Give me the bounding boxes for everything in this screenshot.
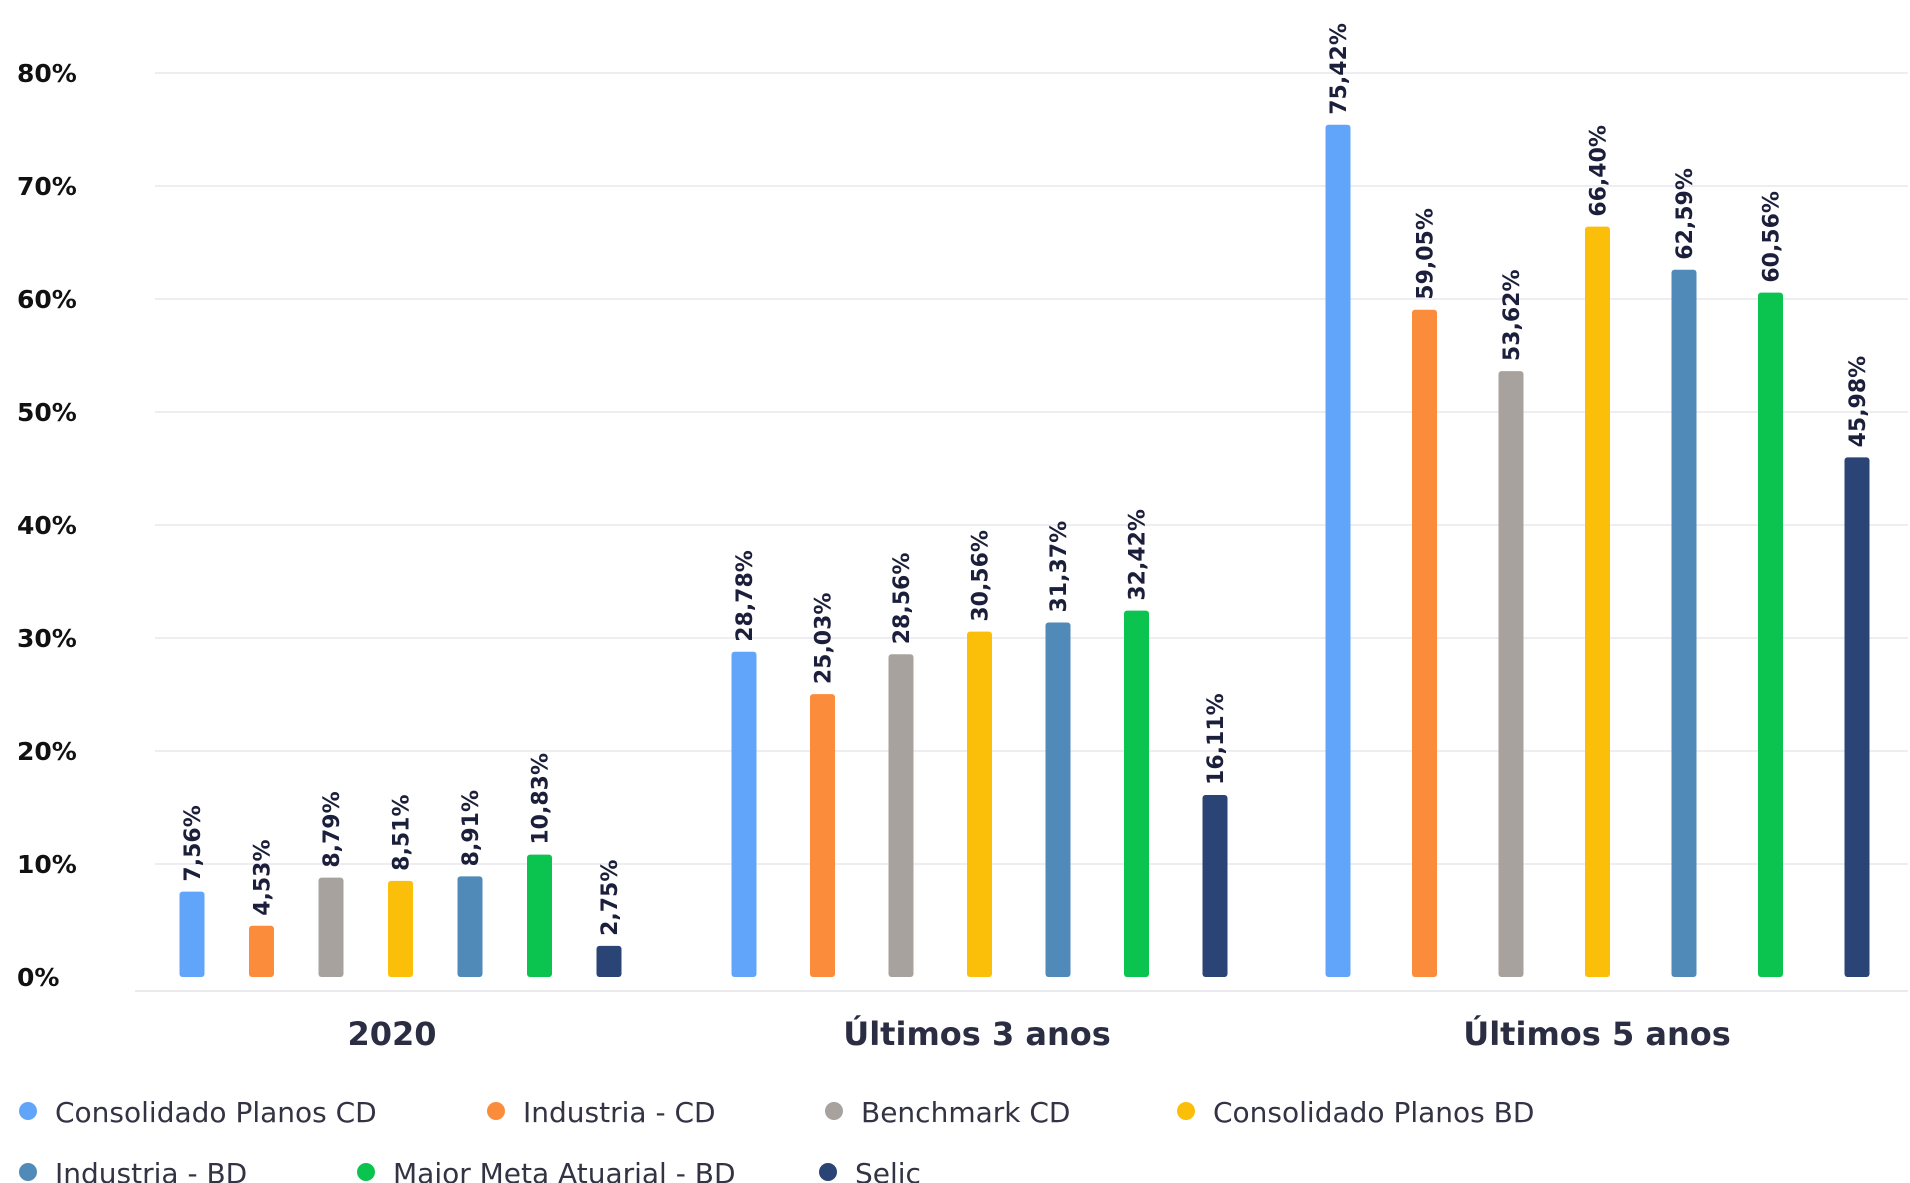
bar [888, 654, 914, 977]
bar-value-label: 31,37% [1047, 521, 1072, 613]
legend-label: Consolidado Planos CD [55, 1096, 377, 1129]
legend-label: Industria - BD [55, 1157, 247, 1183]
bar-value-label: 45,98% [1846, 356, 1871, 448]
bar [179, 891, 205, 977]
bar [527, 854, 552, 977]
legend-swatch [825, 1102, 843, 1120]
bar [1758, 292, 1783, 977]
bar [1202, 794, 1228, 977]
y-tick-label: 60% [17, 285, 77, 314]
legend-item: Consolidado Planos CD [19, 1096, 377, 1129]
y-tick-label: 30% [17, 624, 77, 653]
legend-label: Maior Meta Atuarial - BD [393, 1157, 736, 1183]
bar-value-label: 16,11% [1204, 693, 1229, 785]
legend-label: Industria - CD [523, 1096, 716, 1129]
bar-value-label: 2,75% [598, 860, 623, 936]
bar [967, 631, 992, 977]
y-tick-label: 40% [17, 511, 77, 540]
legend-item: Maior Meta Atuarial - BD [357, 1157, 736, 1183]
bars [179, 124, 1870, 977]
grid-lines [135, 72, 1908, 992]
bar-value-label: 8,51% [390, 795, 415, 871]
bar-value-label: 32,42% [1126, 509, 1151, 601]
bar-value-label: 28,78% [733, 550, 758, 642]
legend-item: Consolidado Planos BD [1177, 1096, 1534, 1129]
y-tick-label: 0% [17, 963, 59, 992]
legend-item: Industria - BD [19, 1157, 247, 1183]
category-label: Últimos 5 anos [1463, 1014, 1731, 1053]
bar-value-label: 62,59% [1673, 168, 1698, 260]
y-tick-label: 80% [17, 59, 77, 88]
category-label: 2020 [347, 1015, 436, 1053]
legend-swatch [487, 1102, 505, 1120]
legend-item: Benchmark CD [825, 1096, 1071, 1129]
bar [1844, 457, 1870, 977]
bar-value-label: 10,83% [529, 753, 554, 845]
legend-label: Selic [855, 1157, 921, 1183]
legend-swatch [819, 1163, 837, 1181]
bar [249, 925, 274, 977]
bar-value-label: 7,56% [181, 805, 206, 881]
bar [1671, 269, 1697, 977]
legend-item: Industria - CD [487, 1096, 716, 1129]
bar-value-label: 8,91% [459, 790, 484, 866]
legend-swatch [19, 1163, 37, 1181]
bar-value-label: 30,56% [969, 530, 994, 622]
legend-swatch [357, 1163, 375, 1181]
bar-value-label: 4,53% [251, 839, 276, 915]
bar-value-label: 66,40% [1587, 125, 1612, 217]
legend: Consolidado Planos CD Industria - CD Bench… [19, 1096, 1534, 1183]
y-tick-label: 70% [17, 172, 77, 201]
x-axis-categories: 2020 Últimos 3 anos Últimos 5 anos [347, 1014, 1730, 1053]
bar-value-label: 53,62% [1500, 269, 1525, 361]
bar [318, 877, 344, 977]
bar-value-label: 8,79% [320, 791, 345, 867]
bar [1045, 622, 1071, 977]
legend-label: Consolidado Planos BD [1213, 1096, 1534, 1129]
category-label: Últimos 3 anos [843, 1014, 1111, 1053]
value-labels: 7,56% 4,53% 8,79% 8,51% 8,91% 10,83% 2,75% 28,7… [181, 23, 1871, 936]
bar [731, 651, 757, 977]
y-tick-label: 20% [17, 737, 77, 766]
bar [1124, 610, 1149, 977]
bar [1412, 309, 1437, 977]
bar-value-label: 60,56% [1760, 191, 1785, 283]
legend-swatch [19, 1102, 37, 1120]
bar [457, 876, 483, 977]
bar [1585, 226, 1610, 977]
legend-item: Selic [819, 1157, 921, 1183]
bar [388, 880, 413, 977]
bar [1498, 371, 1524, 977]
bar [1325, 124, 1351, 977]
bar-value-label: 25,03% [812, 593, 837, 685]
legend-swatch [1177, 1102, 1195, 1120]
bar-value-label: 59,05% [1414, 208, 1439, 300]
bar-value-label: 28,56% [890, 553, 915, 645]
legend-label: Benchmark CD [861, 1096, 1071, 1129]
bar [596, 945, 622, 977]
y-axis-ticks: 0% 10% 20% 30% 40% 50% 60% 70% 80% [17, 59, 77, 992]
bar [810, 694, 835, 977]
y-tick-label: 50% [17, 398, 77, 427]
bar-value-label: 75,42% [1327, 23, 1352, 115]
y-tick-label: 10% [17, 850, 77, 879]
